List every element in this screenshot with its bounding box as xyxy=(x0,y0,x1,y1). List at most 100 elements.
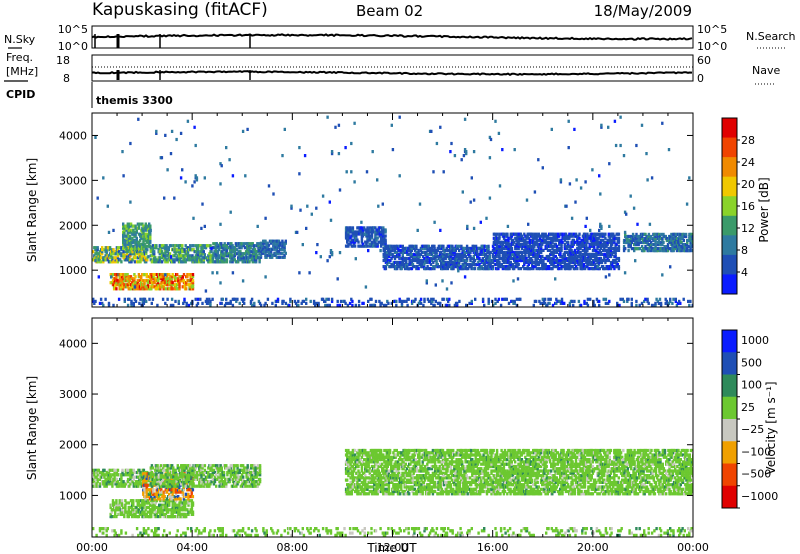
heatmap-cell xyxy=(111,499,115,503)
heatmap-cell xyxy=(315,251,318,255)
heatmap-cell xyxy=(124,470,128,475)
heatmap-cell xyxy=(92,299,95,303)
heatmap-cell xyxy=(598,174,601,178)
heatmap-cell xyxy=(135,510,138,514)
heatmap-cell xyxy=(485,258,488,263)
heatmap-cell xyxy=(177,250,181,254)
heatmap-cell xyxy=(558,299,561,303)
heatmap-cell xyxy=(330,251,334,255)
heatmap-cell xyxy=(673,245,676,249)
heatmap-cell xyxy=(568,248,571,252)
heatmap-cell xyxy=(644,245,647,249)
heatmap-cell xyxy=(247,258,250,262)
heatmap-cell xyxy=(561,260,564,265)
heatmap-cell xyxy=(513,267,516,271)
heatmap-cell xyxy=(165,248,168,252)
heatmap-cell xyxy=(609,250,613,254)
heatmap-cell xyxy=(546,248,550,252)
heatmap-cell xyxy=(155,512,159,516)
heatmap-cell xyxy=(596,238,599,242)
heatmap-cell xyxy=(167,510,170,514)
heatmap-cell xyxy=(607,232,610,236)
heatmap-cell xyxy=(338,251,342,255)
heatmap-cell xyxy=(195,178,199,182)
heatmap-cell xyxy=(423,265,426,269)
heatmap-cell xyxy=(657,232,661,236)
heatmap-cell xyxy=(296,230,299,234)
heatmap-cell xyxy=(185,303,188,307)
heatmap-cell xyxy=(430,297,433,301)
heatmap-cell xyxy=(240,246,243,250)
heatmap-cell xyxy=(149,232,152,236)
heatmap-cell xyxy=(550,250,553,254)
heatmap-cell xyxy=(500,256,503,261)
heatmap-cell xyxy=(170,510,173,514)
heatmap-cell xyxy=(112,248,115,252)
heatmap-cell xyxy=(387,301,390,305)
heatmap-cell xyxy=(569,254,572,259)
heatmap-cell xyxy=(283,247,286,251)
heatmap-cell xyxy=(588,267,591,271)
heatmap-cell xyxy=(494,254,498,259)
heatmap-cell xyxy=(123,285,126,289)
heatmap-cell xyxy=(144,222,147,226)
heatmap-cell xyxy=(144,238,147,242)
heatmap-cell xyxy=(283,245,286,249)
heatmap-cell xyxy=(552,256,555,261)
heatmap-cell xyxy=(426,256,429,261)
heatmap-cell xyxy=(122,482,125,486)
heatmap-cell xyxy=(120,473,123,477)
heatmap-cell xyxy=(347,230,350,234)
heatmap-cell xyxy=(372,230,375,234)
heatmap-cell xyxy=(675,249,679,253)
heatmap-cell xyxy=(117,508,120,512)
heatmap-cell xyxy=(633,234,636,239)
heatmap-cell xyxy=(191,279,195,283)
heatmap-cell xyxy=(458,258,461,263)
heatmap-cell xyxy=(174,499,178,503)
heatmap-cell xyxy=(93,254,96,258)
heatmap-cell xyxy=(153,508,156,512)
heatmap-cell xyxy=(640,245,644,249)
heatmap-cell xyxy=(145,485,148,490)
heatmap-cell xyxy=(501,254,505,259)
heatmap-cell xyxy=(496,248,499,252)
heatmap-cell xyxy=(526,258,529,263)
heatmap-cell xyxy=(137,499,141,503)
heatmap-cell xyxy=(149,238,152,242)
heatmap-cell xyxy=(546,242,550,246)
heatmap-cell xyxy=(284,241,287,245)
heatmap-cell xyxy=(649,245,653,249)
heatmap-cell xyxy=(191,503,195,507)
heatmap-cell xyxy=(442,246,445,250)
heatmap-cell xyxy=(144,234,147,238)
heatmap-cell xyxy=(646,240,649,245)
heatmap-cell xyxy=(617,236,621,240)
heatmap-cell xyxy=(168,503,171,507)
heatmap-cell xyxy=(133,238,136,242)
heatmap-cell xyxy=(511,299,514,303)
heatmap-cell xyxy=(592,299,595,303)
heatmap-cell xyxy=(172,258,175,262)
heatmap-cell xyxy=(473,252,477,256)
heatmap-cell xyxy=(543,297,547,301)
heatmap-cell xyxy=(377,228,380,232)
heatmap-cell xyxy=(139,260,142,264)
heatmap-cell xyxy=(483,303,486,307)
heatmap-cell xyxy=(550,242,553,246)
heatmap-cell xyxy=(609,234,613,238)
heatmap-cell xyxy=(444,256,447,261)
heatmap-cell xyxy=(142,476,145,480)
heatmap-cell xyxy=(179,499,182,503)
heatmap-cell xyxy=(577,248,580,252)
heatmap-cell xyxy=(128,512,132,516)
heatmap-cell xyxy=(237,256,240,260)
heatmap-cell xyxy=(190,277,194,281)
heatmap-cell xyxy=(546,303,549,307)
heatmap-cell xyxy=(607,250,610,254)
heatmap-cell xyxy=(537,158,540,162)
heatmap-cell xyxy=(520,254,524,259)
heatmap-cell xyxy=(153,497,156,501)
heatmap-cell xyxy=(141,503,144,507)
heatmap-cell xyxy=(236,297,239,301)
